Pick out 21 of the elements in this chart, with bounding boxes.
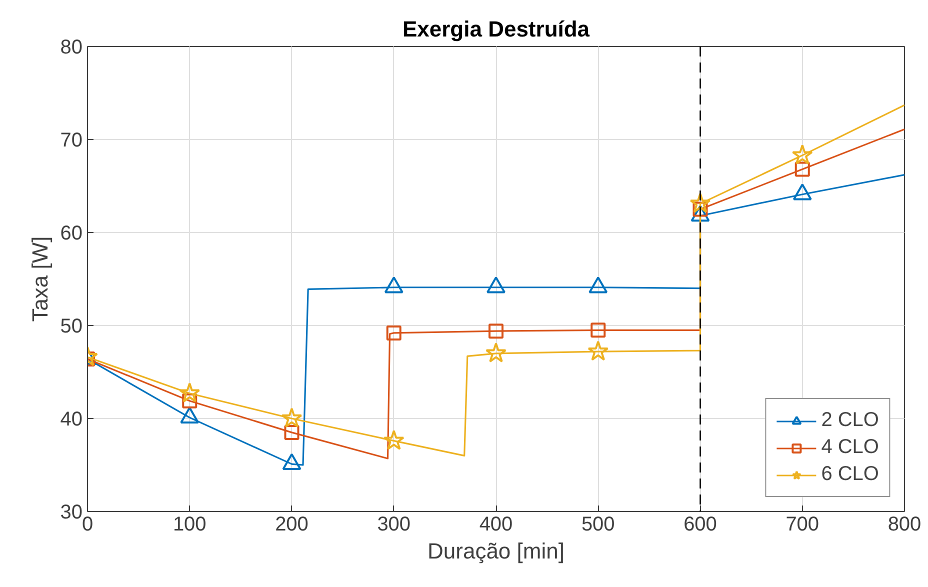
x-tick-label: 300 — [377, 514, 411, 536]
x-tick-label: 200 — [275, 514, 308, 536]
y-tick-label: 40 — [60, 408, 83, 430]
y-tick-label: 30 — [60, 502, 83, 524]
y-axis-title: Taxa [W] — [27, 236, 52, 322]
x-tick-label: 500 — [581, 514, 615, 536]
x-tick-label: 600 — [684, 514, 717, 536]
x-tick-label: 800 — [888, 514, 922, 536]
legend-label: 2 CLO — [821, 409, 879, 432]
legend-label: 6 CLO — [821, 463, 879, 486]
x-tick-label: 0 — [82, 514, 94, 536]
x-tick-label: 100 — [172, 514, 206, 536]
y-tick-label: 60 — [60, 222, 83, 244]
y-tick-label: 80 — [60, 36, 83, 58]
x-axis-title: Duração [min] — [428, 538, 564, 564]
y-tick-label: 50 — [60, 316, 83, 338]
legend-label: 4 CLO — [821, 436, 879, 459]
x-tick-label: 400 — [479, 514, 513, 536]
x-tick-label: 700 — [786, 514, 820, 536]
y-tick-label: 70 — [60, 130, 83, 152]
chart-title: Exergia Destruída — [402, 16, 590, 42]
